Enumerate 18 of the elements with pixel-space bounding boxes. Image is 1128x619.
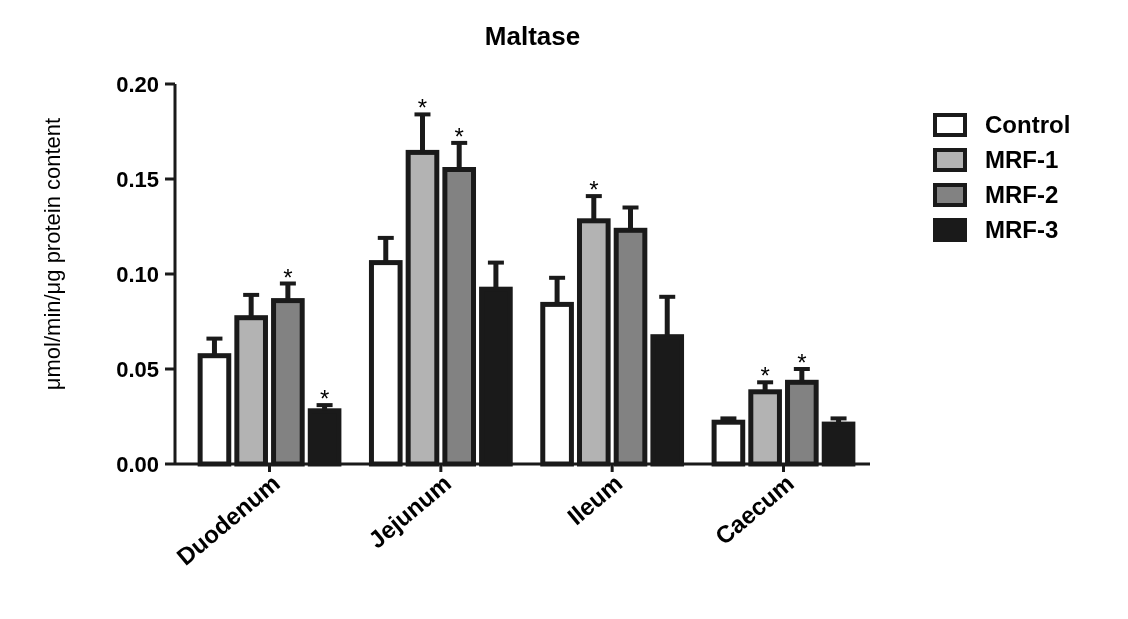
legend-label: MRF-1	[985, 146, 1059, 174]
y-tick-label: 0.05	[116, 356, 159, 382]
annotation: *	[589, 176, 599, 204]
annotation: *	[760, 362, 770, 390]
legend-label: MRF-3	[985, 216, 1059, 244]
annotation: *	[454, 122, 464, 150]
legend-label: Control	[985, 111, 1071, 139]
y-tick-label: 0.20	[116, 71, 159, 97]
annotation: *	[319, 385, 330, 413]
annotation: *	[417, 94, 428, 122]
y-tick-label: 0.10	[116, 261, 159, 287]
chart-title: Maltase	[484, 21, 581, 51]
y-tick-label: 0.15	[116, 166, 159, 192]
annotation: *	[797, 349, 807, 376]
y-tick-label: 0.00	[116, 451, 159, 477]
legend-label: MRF-2	[985, 181, 1059, 209]
annotation: *	[283, 263, 293, 291]
y-axis-title: μmol/min/μg protein content	[40, 117, 65, 391]
